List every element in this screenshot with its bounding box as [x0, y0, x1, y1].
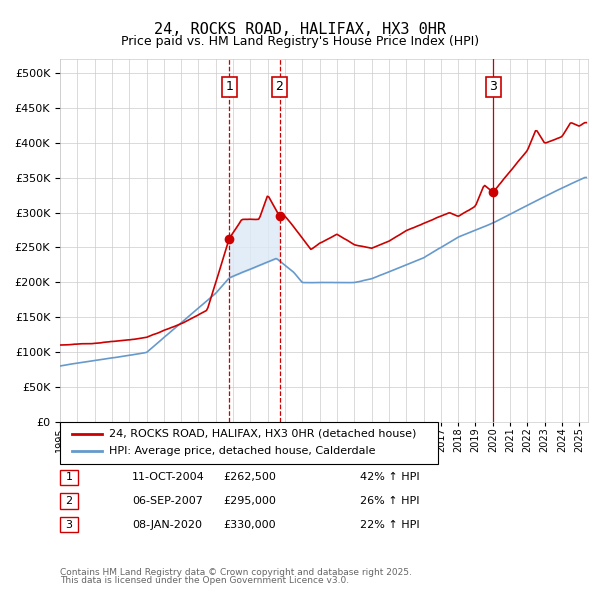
Text: Contains HM Land Registry data © Crown copyright and database right 2025.: Contains HM Land Registry data © Crown c… [60, 568, 412, 577]
Text: 2: 2 [65, 496, 73, 506]
Text: 24, ROCKS ROAD, HALIFAX, HX3 0HR (detached house): 24, ROCKS ROAD, HALIFAX, HX3 0HR (detach… [109, 429, 416, 438]
Text: 22% ↑ HPI: 22% ↑ HPI [360, 520, 419, 529]
Text: £330,000: £330,000 [223, 520, 276, 529]
Text: 08-JAN-2020: 08-JAN-2020 [132, 520, 202, 529]
Text: 24, ROCKS ROAD, HALIFAX, HX3 0HR: 24, ROCKS ROAD, HALIFAX, HX3 0HR [154, 22, 446, 37]
Text: 26% ↑ HPI: 26% ↑ HPI [360, 496, 419, 506]
Text: Price paid vs. HM Land Registry's House Price Index (HPI): Price paid vs. HM Land Registry's House … [121, 35, 479, 48]
Text: 11-OCT-2004: 11-OCT-2004 [132, 473, 205, 482]
Text: £262,500: £262,500 [223, 473, 276, 482]
Text: 3: 3 [490, 80, 497, 93]
Text: 42% ↑ HPI: 42% ↑ HPI [360, 473, 419, 482]
Text: 2: 2 [275, 80, 283, 93]
Text: 1: 1 [65, 473, 73, 482]
Text: 1: 1 [226, 80, 233, 93]
Text: HPI: Average price, detached house, Calderdale: HPI: Average price, detached house, Cald… [109, 447, 376, 456]
Text: £295,000: £295,000 [223, 496, 276, 506]
Text: 06-SEP-2007: 06-SEP-2007 [132, 496, 203, 506]
Text: 3: 3 [65, 520, 73, 529]
Text: This data is licensed under the Open Government Licence v3.0.: This data is licensed under the Open Gov… [60, 576, 349, 585]
